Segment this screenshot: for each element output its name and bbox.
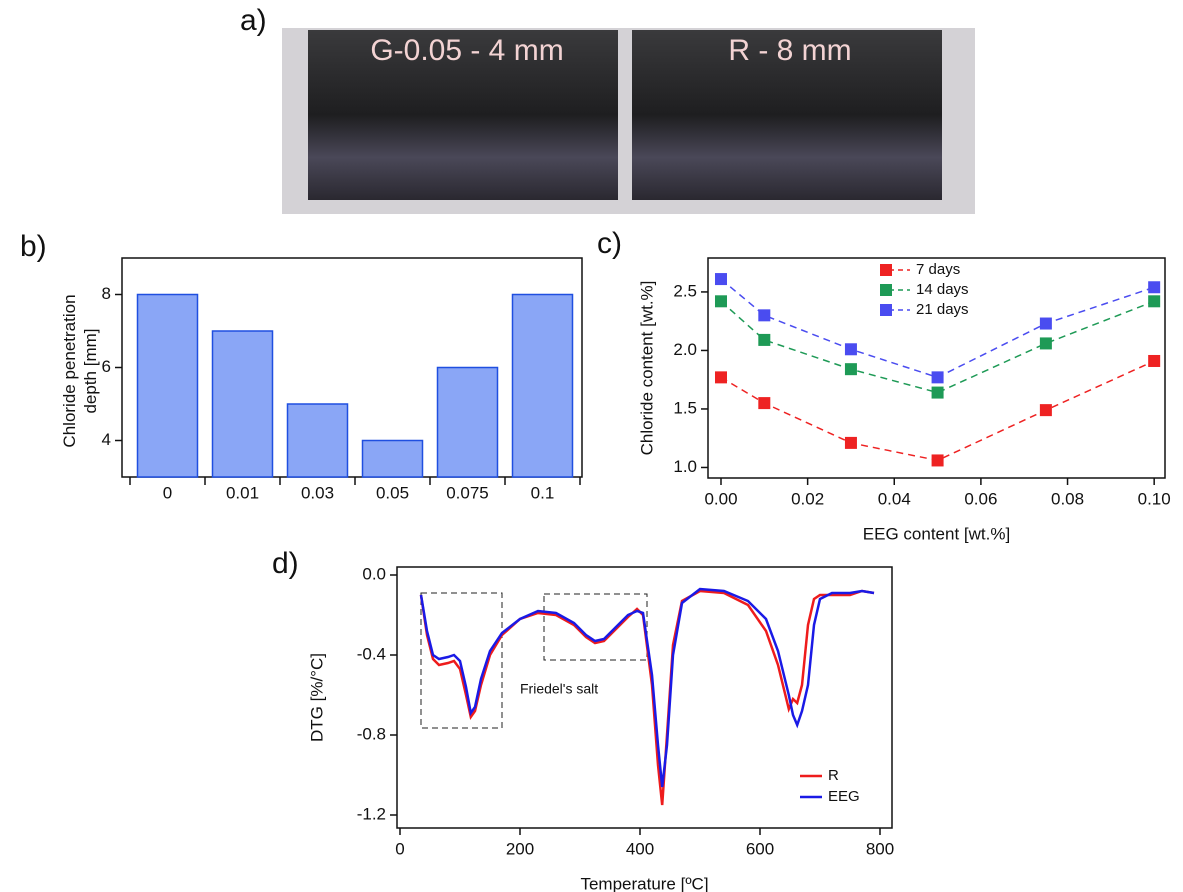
data-point xyxy=(1039,317,1052,330)
legend-label: R xyxy=(828,767,839,784)
data-point xyxy=(931,371,944,384)
legend-label: 21 days xyxy=(916,301,969,318)
y-tick-label: 1.5 xyxy=(673,398,697,417)
data-point xyxy=(1148,295,1161,308)
panel-label: b) xyxy=(20,230,47,263)
series-line xyxy=(419,587,875,788)
y-tick-label: 2.5 xyxy=(673,281,697,300)
legend-label: 7 days xyxy=(916,261,960,278)
x-tick-label: 0.06 xyxy=(964,489,997,508)
x-tick-label: 0.00 xyxy=(704,489,737,508)
x-tick-label: 0.01 xyxy=(226,483,259,502)
data-point xyxy=(758,309,771,322)
x-tick-label: 0.08 xyxy=(1051,489,1084,508)
x-tick-label: 0 xyxy=(163,483,172,502)
bar xyxy=(286,403,349,478)
x-tick-label: 200 xyxy=(506,839,534,858)
y-tick-label: 6 xyxy=(102,357,111,376)
y-tick-label: 0.0 xyxy=(362,564,386,583)
bar xyxy=(361,439,424,478)
x-tick-label: 0.04 xyxy=(878,489,911,508)
legend-marker xyxy=(880,284,892,296)
x-axis-label: Temperature [ºC] xyxy=(580,874,708,892)
x-tick-label: 600 xyxy=(746,839,774,858)
y-axis-label: Chloride penetration depth [mm] xyxy=(60,294,100,448)
annotation: Friedel's salt xyxy=(520,681,598,697)
data-point xyxy=(714,273,727,286)
bar xyxy=(136,293,199,478)
highlight-box xyxy=(543,593,648,661)
panel-label: d) xyxy=(272,547,299,580)
x-tick-label: 800 xyxy=(866,839,894,858)
y-tick-label: 2.0 xyxy=(673,340,697,359)
x-tick-label: 0 xyxy=(395,839,404,858)
plot-frame xyxy=(396,566,893,829)
plot-frame xyxy=(707,257,1166,479)
data-point xyxy=(931,454,944,467)
x-axis-label: EEG content [wt.%] xyxy=(863,524,1010,543)
data-point xyxy=(1039,337,1052,350)
x-tick-label: 0.1 xyxy=(531,483,555,502)
y-tick-label: -0.8 xyxy=(357,724,386,743)
specimen xyxy=(308,30,618,200)
legend-label: EEG xyxy=(828,788,860,805)
y-axis-label: DTG [%/°C] xyxy=(307,653,326,742)
data-point xyxy=(714,295,727,308)
data-point xyxy=(931,386,944,399)
x-tick-label: 0.10 xyxy=(1138,489,1171,508)
y-tick-label: 4 xyxy=(102,430,111,449)
specimen xyxy=(632,30,942,200)
legend-marker xyxy=(880,264,892,276)
x-tick-label: 400 xyxy=(626,839,654,858)
data-point xyxy=(1148,281,1161,294)
data-point xyxy=(844,436,857,449)
bar xyxy=(436,366,499,478)
y-tick-label: -1.2 xyxy=(357,804,386,823)
data-point xyxy=(844,343,857,356)
photo-caption: R - 8 mm xyxy=(728,34,851,67)
photo-caption: G-0.05 - 4 mm xyxy=(370,34,563,67)
bar xyxy=(511,293,574,478)
legend-label: 14 days xyxy=(916,281,969,298)
y-tick-label: 1.0 xyxy=(673,457,697,476)
y-tick-label: 8 xyxy=(102,284,111,303)
x-tick-label: 0.075 xyxy=(446,483,489,502)
panel-label: a) xyxy=(240,4,267,37)
series-line xyxy=(720,300,1155,394)
data-point xyxy=(758,333,771,346)
series-line xyxy=(720,278,1155,379)
series-line xyxy=(720,360,1155,462)
bar xyxy=(211,330,274,478)
x-tick-label: 0.03 xyxy=(301,483,334,502)
data-point xyxy=(1148,354,1161,367)
data-point xyxy=(1039,404,1052,417)
panel-label: c) xyxy=(597,227,622,260)
data-point xyxy=(844,363,857,376)
data-point xyxy=(758,397,771,410)
data-point xyxy=(714,371,727,384)
x-tick-label: 0.05 xyxy=(376,483,409,502)
y-tick-label: -0.4 xyxy=(357,644,386,663)
y-axis-label: Chloride content [wt.%] xyxy=(637,281,656,456)
x-tick-label: 0.02 xyxy=(791,489,824,508)
highlight-box xyxy=(420,592,503,729)
legend-marker xyxy=(880,304,892,316)
